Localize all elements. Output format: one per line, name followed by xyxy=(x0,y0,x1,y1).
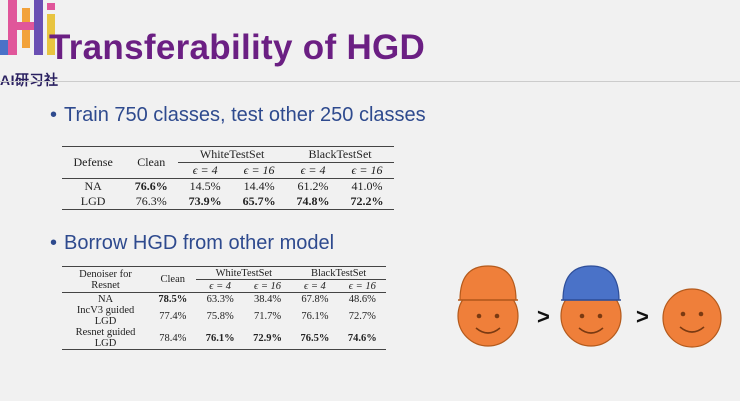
ai-lab-logo-icon xyxy=(0,0,55,55)
bullet-dot-icon: • xyxy=(50,104,58,126)
col-header-clean: Clean xyxy=(160,274,186,285)
table-row: IncV3 guided LGD 77.4% 75.8% 71.7% 76.1% … xyxy=(76,305,376,327)
bullet-text: Borrow HGD from other model xyxy=(64,232,335,254)
table-row: Resnet guided LGD 78.4% 76.1% 72.9% 76.5%… xyxy=(75,327,377,349)
gt-symbol: > xyxy=(537,304,550,329)
col-header-eps4: ϵ = 4 xyxy=(209,280,232,292)
smiley-no-hat-icon xyxy=(662,288,722,348)
col-header-eps4: ϵ = 4 xyxy=(300,163,326,177)
table-row: LGD 76.3% 73.9% 65.7% 74.8% 72.2% xyxy=(80,194,384,208)
col-header-eps16: ϵ = 16 xyxy=(253,280,282,292)
slide-title: Transferability of HGD xyxy=(49,28,426,67)
table-row: NA 78.5% 63.3% 38.4% 67.8% 48.6% xyxy=(62,292,386,305)
title-divider xyxy=(0,81,740,82)
smiley-comparison-illustration: > > xyxy=(457,265,722,348)
bullet-item: • Borrow HGD from other model xyxy=(50,232,334,255)
col-header-eps4: ϵ = 4 xyxy=(192,163,218,177)
smiley-orange-hat-icon xyxy=(457,265,519,347)
col-header-eps4: ϵ = 4 xyxy=(303,280,326,292)
group-header-black: BlackTestSet xyxy=(291,266,386,280)
group-header-white: WhiteTestSet xyxy=(196,266,292,280)
col-header-denoiser: Denoiser for Resnet xyxy=(79,268,132,291)
group-header-black: BlackTestSet xyxy=(286,146,394,163)
bullet-item: • Train 750 classes, test other 250 class… xyxy=(50,104,426,127)
bullet-dot-icon: • xyxy=(50,232,58,254)
col-header-eps16: ϵ = 16 xyxy=(243,163,275,177)
borrow-hgd-table: Denoiser for Resnet Clean WhiteTestSet Bl… xyxy=(62,266,386,350)
col-header-defense: Defense xyxy=(73,155,113,169)
table-row: NA 76.6% 14.5% 14.4% 61.2% 41.0% xyxy=(62,178,394,194)
transfer-table: Defense Clean WhiteTestSet BlackTestSet … xyxy=(62,146,394,210)
col-header-eps16: ϵ = 16 xyxy=(351,163,383,177)
col-header-clean: Clean xyxy=(137,155,166,169)
brand-text: AI研习社 xyxy=(0,72,59,88)
col-header-eps16: ϵ = 16 xyxy=(348,280,376,292)
bullet-text: Train 750 classes, test other 250 classe… xyxy=(64,104,426,126)
smiley-blue-hat-icon xyxy=(560,265,622,347)
gt-symbol: > xyxy=(636,304,649,329)
group-header-white: WhiteTestSet xyxy=(178,146,287,163)
